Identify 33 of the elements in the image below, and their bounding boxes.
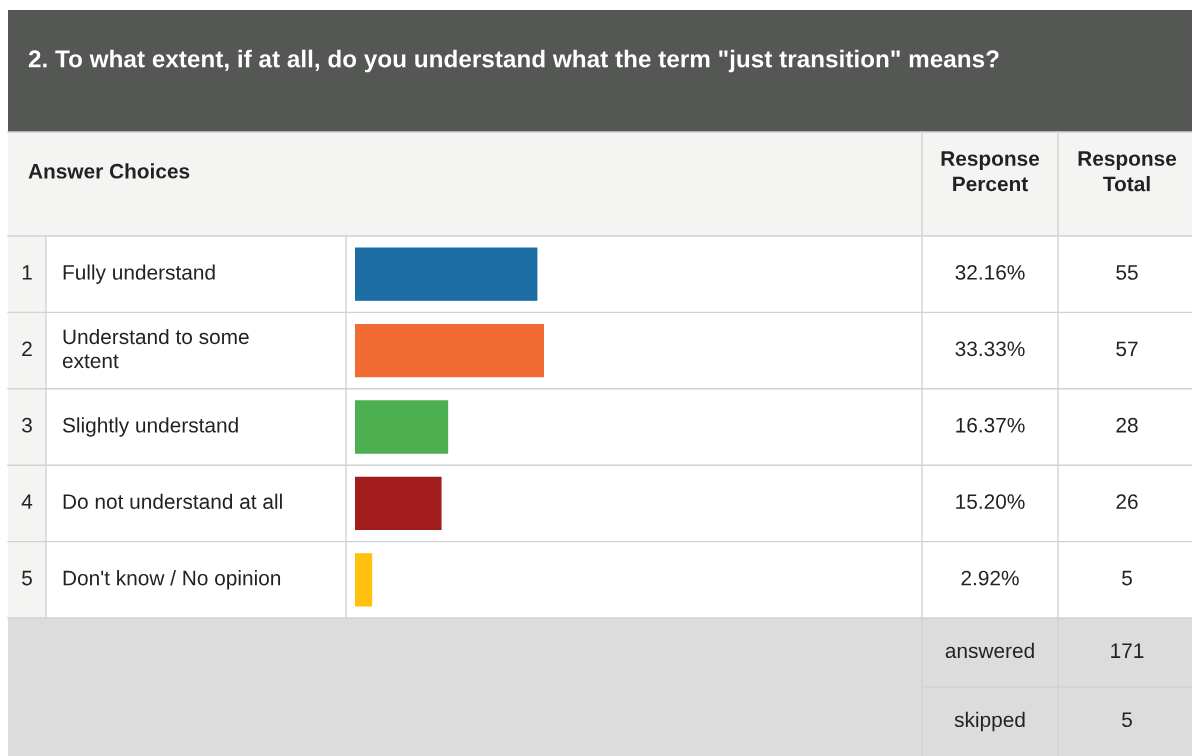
text: 57	[1116, 341, 1138, 357]
y-tick-label: Understand to some extent	[62, 328, 249, 369]
text: 5	[1122, 712, 1132, 728]
bar	[355, 400, 449, 454]
bar	[355, 247, 538, 301]
bar	[355, 323, 545, 378]
y-tick-label: Do not understand at all	[63, 493, 282, 509]
text: 3	[22, 417, 32, 433]
data-label: 2.92%	[961, 570, 1019, 586]
y-tick-label: Fully understand	[63, 264, 215, 284]
text: 28	[1116, 417, 1138, 433]
text: 55	[1116, 265, 1138, 280]
text: 5	[22, 570, 32, 586]
bar	[355, 553, 373, 607]
y-tick-label: Slightly understand	[62, 417, 238, 437]
data-label: 15.20%	[956, 494, 1025, 509]
data-label: 16.37%	[956, 417, 1025, 433]
text: answered	[945, 642, 1034, 659]
text: 5	[1122, 570, 1132, 586]
text: 1	[22, 265, 32, 280]
text: 26	[1116, 494, 1138, 509]
data-label: 32.16%	[955, 265, 1025, 280]
text: Response Total	[1078, 151, 1177, 192]
text: Answer Choices	[28, 163, 190, 179]
text: 171	[1111, 643, 1144, 658]
text: skipped	[954, 711, 1025, 732]
text: 2	[22, 341, 32, 356]
bar	[355, 476, 442, 531]
text: Response Percent	[941, 151, 1040, 192]
text: 4	[21, 494, 33, 509]
chart-title: 2. To what extent, if at all, do you understand what the term "just transition" means?	[28, 49, 999, 73]
y-tick-label: Don't know / No opinion	[63, 570, 281, 590]
data-label: 33.33%	[955, 341, 1025, 357]
